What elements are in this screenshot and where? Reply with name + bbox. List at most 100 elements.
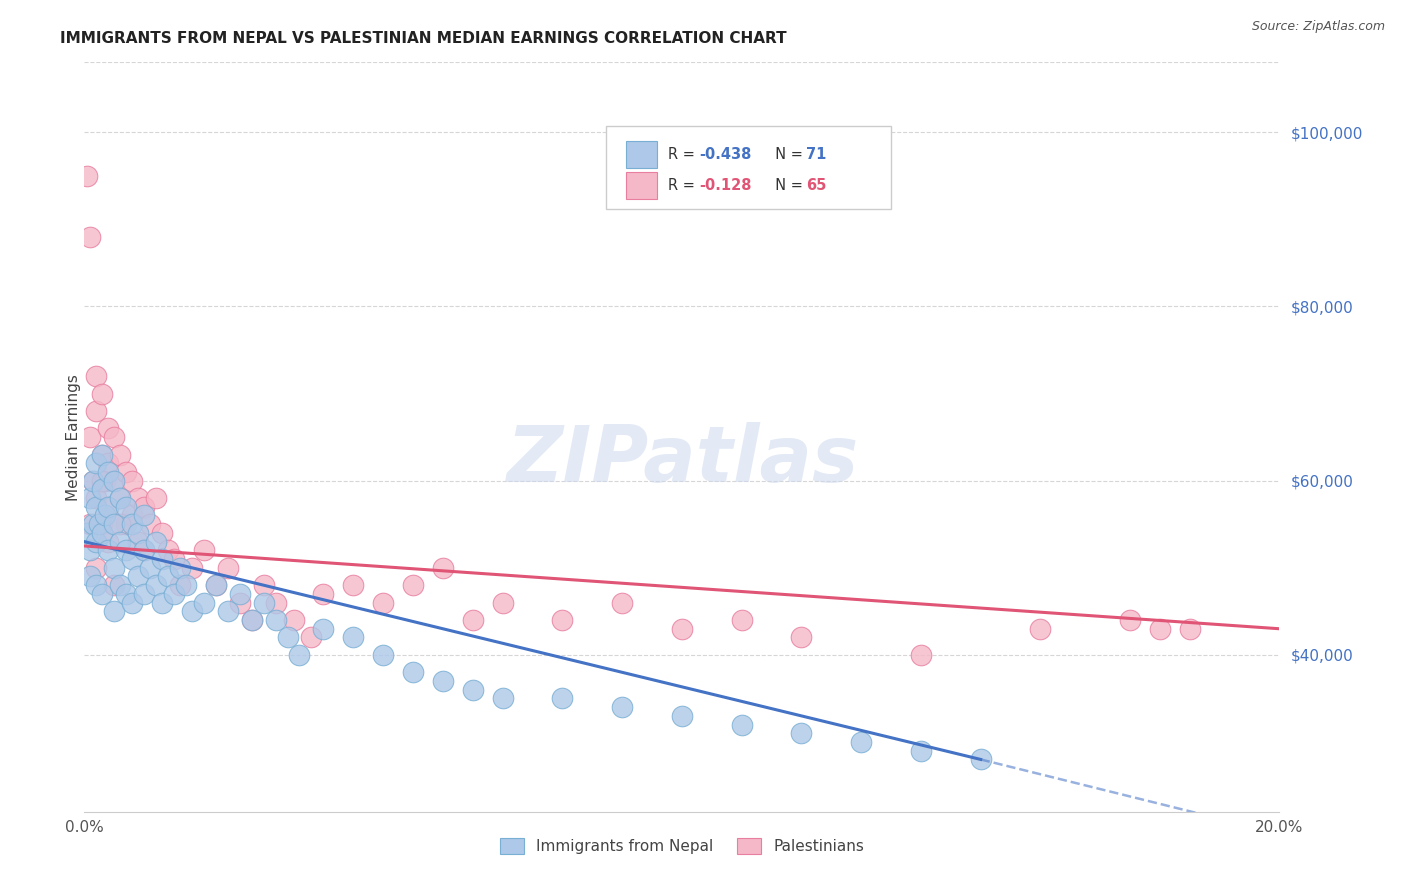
Point <box>89 517 111 532</box>
Text: 71: 71 <box>806 147 825 161</box>
Point <box>82 517 104 532</box>
Text: Source: ZipAtlas.com: Source: ZipAtlas.com <box>1251 20 1385 33</box>
Point <box>97 534 120 549</box>
Point <box>110 534 132 549</box>
Text: IMMIGRANTS FROM NEPAL VS PALESTINIAN MEDIAN EARNINGS CORRELATION CHART: IMMIGRANTS FROM NEPAL VS PALESTINIAN MED… <box>60 31 787 46</box>
Point <box>86 369 108 384</box>
Point <box>115 500 138 514</box>
Text: N =: N = <box>766 147 808 161</box>
Point <box>121 517 143 532</box>
Point <box>132 500 156 514</box>
Point <box>492 691 515 706</box>
Point <box>86 491 108 505</box>
Point <box>79 430 101 444</box>
Point <box>115 587 138 601</box>
Point <box>217 604 239 618</box>
Point <box>1178 622 1201 636</box>
Point <box>103 604 125 618</box>
Text: N =: N = <box>766 178 808 193</box>
Point <box>851 735 873 749</box>
Point <box>139 517 162 532</box>
Point <box>1119 613 1142 627</box>
Point <box>97 500 120 514</box>
Point <box>342 631 364 645</box>
Point <box>82 474 104 488</box>
Point <box>373 596 395 610</box>
Point <box>79 491 101 505</box>
Point <box>110 491 132 505</box>
Text: -0.128: -0.128 <box>699 178 751 193</box>
Point <box>432 561 454 575</box>
Point <box>150 552 173 566</box>
Point <box>103 474 125 488</box>
Point <box>97 543 120 558</box>
Point <box>1149 622 1171 636</box>
Text: 65: 65 <box>806 178 825 193</box>
Point <box>110 491 132 505</box>
Point <box>103 578 125 592</box>
Point <box>91 525 114 540</box>
Point <box>253 578 276 592</box>
Point <box>91 448 114 462</box>
Point <box>163 552 186 566</box>
Point <box>432 673 454 688</box>
Point <box>731 613 754 627</box>
Point <box>612 596 634 610</box>
Point <box>121 596 143 610</box>
Point <box>97 421 120 435</box>
Point <box>91 587 114 601</box>
Point <box>551 691 574 706</box>
Point <box>115 465 138 479</box>
Point <box>86 534 108 549</box>
Point <box>461 613 484 627</box>
Point <box>264 613 287 627</box>
Point <box>127 534 149 549</box>
Point <box>492 596 515 610</box>
Point <box>169 578 191 592</box>
Point <box>150 596 173 610</box>
Point <box>76 169 98 183</box>
Point <box>283 613 305 627</box>
Point <box>264 596 287 610</box>
Point <box>205 578 228 592</box>
Point <box>91 474 114 488</box>
Point <box>181 561 204 575</box>
Point <box>402 578 425 592</box>
Text: R =: R = <box>668 147 699 161</box>
Point <box>103 430 125 444</box>
Point <box>97 500 120 514</box>
Point <box>79 569 101 583</box>
Point <box>121 552 143 566</box>
Point <box>671 622 693 636</box>
Y-axis label: Median Earnings: Median Earnings <box>66 374 80 500</box>
Point <box>174 578 197 592</box>
Point <box>145 534 167 549</box>
Point <box>671 709 693 723</box>
Point <box>193 596 215 610</box>
Point <box>139 561 162 575</box>
Point <box>110 517 132 532</box>
Point <box>193 543 215 558</box>
Point <box>110 448 132 462</box>
Point <box>127 569 149 583</box>
Point <box>790 631 813 645</box>
Point <box>1029 622 1052 636</box>
Point <box>86 578 108 592</box>
Point <box>94 508 117 523</box>
Point <box>91 517 114 532</box>
Point <box>145 578 167 592</box>
Point <box>145 491 167 505</box>
Point <box>110 578 132 592</box>
Point <box>79 229 101 244</box>
Point <box>86 404 108 418</box>
Point <box>86 500 108 514</box>
Text: -0.438: -0.438 <box>699 147 751 161</box>
Point <box>461 682 484 697</box>
Point <box>731 717 754 731</box>
Point <box>402 665 425 680</box>
Point <box>228 596 252 610</box>
Point <box>342 578 364 592</box>
Point <box>103 474 125 488</box>
Point <box>277 631 299 645</box>
Point <box>82 474 104 488</box>
